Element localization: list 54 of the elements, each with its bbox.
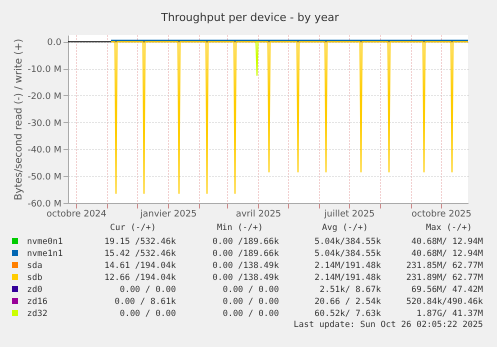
legend-label: nvme0n1	[27, 237, 63, 247]
text: 20.66 / 2.54k	[314, 297, 381, 307]
text: 19.15 /532.46k	[104, 237, 176, 247]
text: 2.14M/191.48k	[314, 261, 381, 271]
text: 0.00 / 0.00	[222, 309, 279, 319]
legend-label: zd16	[27, 297, 48, 307]
legend-label: nvme1n1	[27, 249, 63, 259]
text: 0.00 / 0.00	[222, 285, 279, 295]
text: 40.68M/ 12.94M	[411, 249, 483, 259]
text: 14.61 /194.04k	[104, 261, 176, 271]
text: 0.00 / 8.61k	[114, 297, 176, 307]
y-axis-title: Bytes/second read (-) / write (+)	[14, 38, 25, 200]
text: Max (-/+)	[426, 223, 472, 233]
legend-label: zd0	[27, 285, 42, 295]
text: Cur (-/+)	[110, 223, 156, 233]
text: 231.85M/ 62.77M	[406, 261, 483, 271]
text: 5.04k/384.55k	[314, 237, 381, 247]
y-tick-label: -30.0 M	[28, 118, 62, 129]
text: 0.00 / 0.00	[222, 297, 279, 307]
text: Last update: Sun Oct 26 02:05:22 2025	[294, 320, 483, 330]
text: 520.84k/490.46k	[406, 297, 483, 307]
text: 40.68M/ 12.94M	[411, 237, 483, 247]
x-tick-label: octobre 2024	[46, 210, 107, 220]
text: 60.52k/ 7.63k	[314, 309, 381, 319]
chart-title: Throughput per device - by year	[160, 11, 340, 24]
y-tick-label: -60.0 M	[28, 200, 62, 210]
legend-label: sda	[27, 261, 42, 271]
text: 0.00 / 0.00	[120, 309, 176, 319]
text: 12.66 /194.04k	[104, 273, 176, 283]
text: Avg (-/+)	[322, 223, 368, 233]
text: 15.42 /532.46k	[104, 249, 176, 259]
text: 5.04k/384.55k	[314, 249, 381, 259]
x-tick-label: juillet 2025	[323, 210, 375, 220]
text: 0.00 / 0.00	[120, 285, 176, 295]
y-tick-label: -10.0 M	[28, 65, 62, 76]
text: 0.00 /189.66k	[212, 249, 279, 259]
text: 2.51k/ 8.67k	[320, 285, 381, 295]
text: 0.00 /189.66k	[212, 237, 279, 247]
y-tick-label: 0.0	[47, 38, 62, 48]
y-tick-label: -40.0 M	[28, 146, 62, 156]
legend-label: sdb	[27, 273, 42, 283]
text: 0.00 /138.49k	[212, 261, 279, 271]
text: 1.87G/ 41.37M	[416, 309, 483, 319]
legend-label: zd32	[27, 309, 48, 319]
text: 2.14M/191.48k	[314, 273, 381, 283]
y-tick-label: -50.0 M	[28, 172, 62, 183]
text: 231.89M/ 62.77M	[406, 273, 483, 283]
x-tick-label: octobre 2025	[411, 210, 472, 220]
x-tick-label: avril 2025	[236, 210, 282, 220]
text: 69.56M/ 47.42M	[411, 285, 483, 295]
y-tick-label: -20.0 M	[28, 92, 62, 102]
text: Min (-/+)	[216, 223, 264, 233]
x-tick-label: janvier 2025	[139, 210, 197, 220]
text: 0.00 /138.49k	[212, 273, 279, 283]
